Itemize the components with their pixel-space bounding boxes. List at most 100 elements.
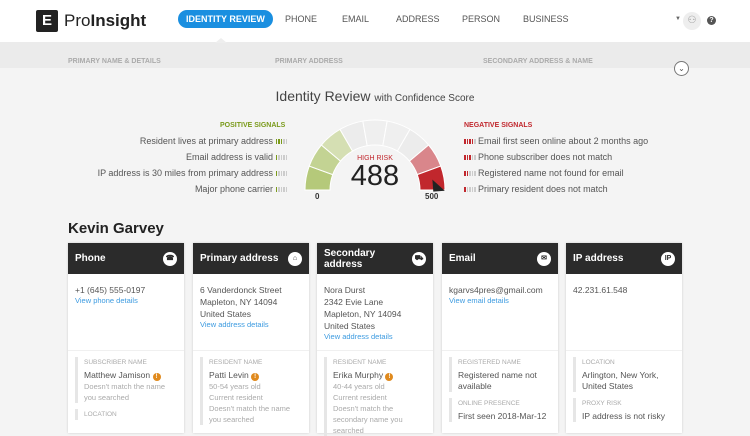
signal-strength-bars: [464, 139, 476, 145]
detail-value: Registered name not available: [458, 370, 537, 391]
card-primary-address: Primary address ⌂ 6 Vanderdonck Street Map…: [193, 243, 309, 433]
score-value: 488: [350, 160, 400, 192]
card-detail: RESIDENT NAME Patti Levin ! 50-54 years ol…: [200, 357, 302, 425]
card-icon: IP: [661, 251, 675, 266]
nav-phone[interactable]: PHONE: [285, 14, 318, 24]
negative-signal: Primary resident does not match: [464, 184, 608, 194]
card-header: IP address IP: [566, 243, 682, 274]
detail-note: 50-54 years old: [209, 382, 261, 391]
summary-line: United States: [200, 309, 252, 319]
card-detail: RESIDENT NAME Erika Murphy ! 40-44 years o…: [324, 357, 426, 436]
card-header: Secondary address ⛟: [317, 243, 433, 274]
detail-note: Doesn't match the name you searched: [84, 382, 166, 402]
gauge-needle: [432, 179, 445, 192]
card-title: Phone: [75, 253, 106, 264]
card-icon: ⛟: [412, 251, 426, 266]
signal-strength-bars: [275, 187, 287, 193]
view-details-link[interactable]: View address details: [200, 320, 269, 329]
logo[interactable]: E: [36, 10, 58, 32]
signal-text: Resident lives at primary address: [139, 136, 273, 146]
card-summary: 42.231.61.548: [566, 274, 682, 351]
positive-signal: Resident lives at primary address: [140, 136, 287, 146]
top-bar: E ProInsight IDENTITY REVIEW PHONE EMAIL…: [0, 0, 750, 42]
detail-value: IP address is not risky: [582, 411, 665, 421]
confidence-gauge: [304, 119, 446, 192]
card-summary: 6 Vanderdonck Street Mapleton, NY 14094 Un…: [193, 274, 309, 351]
card-ip-address: IP address IP 42.231.61.548 LOCATION Arling…: [566, 243, 682, 433]
view-details-link[interactable]: View phone details: [75, 296, 138, 305]
nav-identity-review[interactable]: IDENTITY REVIEW: [178, 10, 273, 28]
signal-text: IP address is 30 miles from primary addr…: [97, 168, 273, 178]
summary-line: Nora Durst: [324, 285, 366, 295]
detail-label: REGISTERED NAME: [458, 359, 521, 366]
summary-line: 42.231.61.548: [573, 285, 628, 295]
detail-value: Patti Levin: [209, 370, 249, 380]
detail-note: 40-44 years old: [333, 382, 385, 391]
summary-line: United States: [324, 321, 376, 331]
gauge-min: 0: [315, 192, 320, 201]
negative-signal: Email first seen online about 2 months a…: [464, 136, 648, 146]
negative-signals-heading: NEGATIVE SIGNALS: [464, 122, 533, 129]
card-detail: PROXY RISK IP address is not risky: [573, 398, 675, 422]
user-icon[interactable]: ⚇: [683, 12, 701, 30]
detail-label: PROXY RISK: [582, 400, 622, 407]
detail-value: Matthew Jamison: [84, 370, 151, 380]
summary-line: 2342 Evie Lane: [324, 297, 384, 307]
card-detail: SUBSCRIBER NAME Matthew Jamison ! Doesn't …: [75, 357, 177, 403]
dropdown-caret-icon[interactable]: ▼: [675, 16, 681, 22]
gauge-segment: [416, 165, 446, 191]
card-secondary-address: Secondary address ⛟ Nora Durst 2342 Evie L…: [317, 243, 433, 436]
view-details-link[interactable]: View email details: [449, 296, 509, 305]
signal-strength-bars: [464, 155, 476, 161]
signal-text: Email address is valid: [185, 152, 273, 162]
card-title: Email: [449, 253, 476, 264]
nav-person[interactable]: PERSON: [462, 14, 501, 24]
negative-signal: Phone subscriber does not match: [464, 152, 612, 162]
detail-note: Doesn't match the secondary name you sea…: [333, 404, 403, 435]
card-detail: LOCATION: [75, 409, 177, 420]
review-subtitle: with Confidence Score: [374, 93, 475, 104]
detail-value: First seen 2018-Mar-12: [458, 411, 547, 421]
card-title: Primary address: [200, 253, 279, 264]
nav-email[interactable]: EMAIL: [342, 14, 370, 24]
signal-text: Email first seen online about 2 months a…: [478, 136, 649, 146]
card-title: IP address: [573, 253, 624, 264]
person-name: Kevin Garvey: [68, 220, 164, 237]
warning-icon[interactable]: !: [152, 373, 161, 381]
chevron-down-icon[interactable]: ⌄: [674, 61, 689, 76]
gauge-max: 500: [425, 192, 439, 201]
positive-signal: Major phone carrier: [195, 184, 287, 194]
section-secondary-address[interactable]: SECONDARY ADDRESS & NAME: [483, 58, 593, 65]
help-icon[interactable]: ?: [707, 16, 716, 25]
card-icon: ☎: [163, 251, 177, 266]
detail-label: SUBSCRIBER NAME: [84, 359, 147, 366]
nav-business[interactable]: BUSINESS: [523, 14, 569, 24]
card-summary: Nora Durst 2342 Evie Lane Mapleton, NY 140…: [317, 274, 433, 351]
section-primary-name[interactable]: PRIMARY NAME & DETAILS: [68, 58, 161, 65]
detail-value: Erika Murphy: [333, 370, 384, 380]
review-title-text: Identity Review: [275, 88, 371, 104]
card-header: Primary address ⌂: [193, 243, 309, 274]
view-details-link[interactable]: View address details: [324, 332, 393, 341]
detail-label: RESIDENT NAME: [333, 359, 387, 366]
summary-line: Mapleton, NY 14094: [324, 309, 402, 319]
review-title: Identity Review with Confidence Score: [0, 88, 750, 104]
detail-label: LOCATION: [84, 411, 117, 418]
active-nav-pointer: [215, 38, 227, 43]
brand-pre: Pro: [64, 11, 91, 30]
risk-label: HIGH RISK: [357, 155, 393, 162]
positive-signal: IP address is 30 miles from primary addr…: [98, 168, 287, 178]
card-detail: ONLINE PRESENCE First seen 2018-Mar-12: [449, 398, 551, 422]
detail-label: ONLINE PRESENCE: [458, 400, 520, 407]
nav-address[interactable]: ADDRESS: [396, 14, 440, 24]
signal-strength-bars: [464, 187, 476, 193]
section-band: PRIMARY NAME & DETAILS PRIMARY ADDRESS S…: [0, 42, 750, 68]
warning-icon[interactable]: !: [251, 373, 260, 381]
warning-icon[interactable]: !: [385, 373, 394, 381]
brand-bold: Insight: [90, 11, 147, 30]
summary-line: kgarvs4pres@gmail.com: [449, 285, 543, 295]
card-detail: REGISTERED NAME Registered name not avail…: [449, 357, 551, 392]
section-primary-address[interactable]: PRIMARY ADDRESS: [275, 58, 343, 65]
summary-line: +1 (645) 555-0197: [75, 285, 146, 295]
card-summary: +1 (645) 555-0197 View phone details: [68, 274, 184, 351]
